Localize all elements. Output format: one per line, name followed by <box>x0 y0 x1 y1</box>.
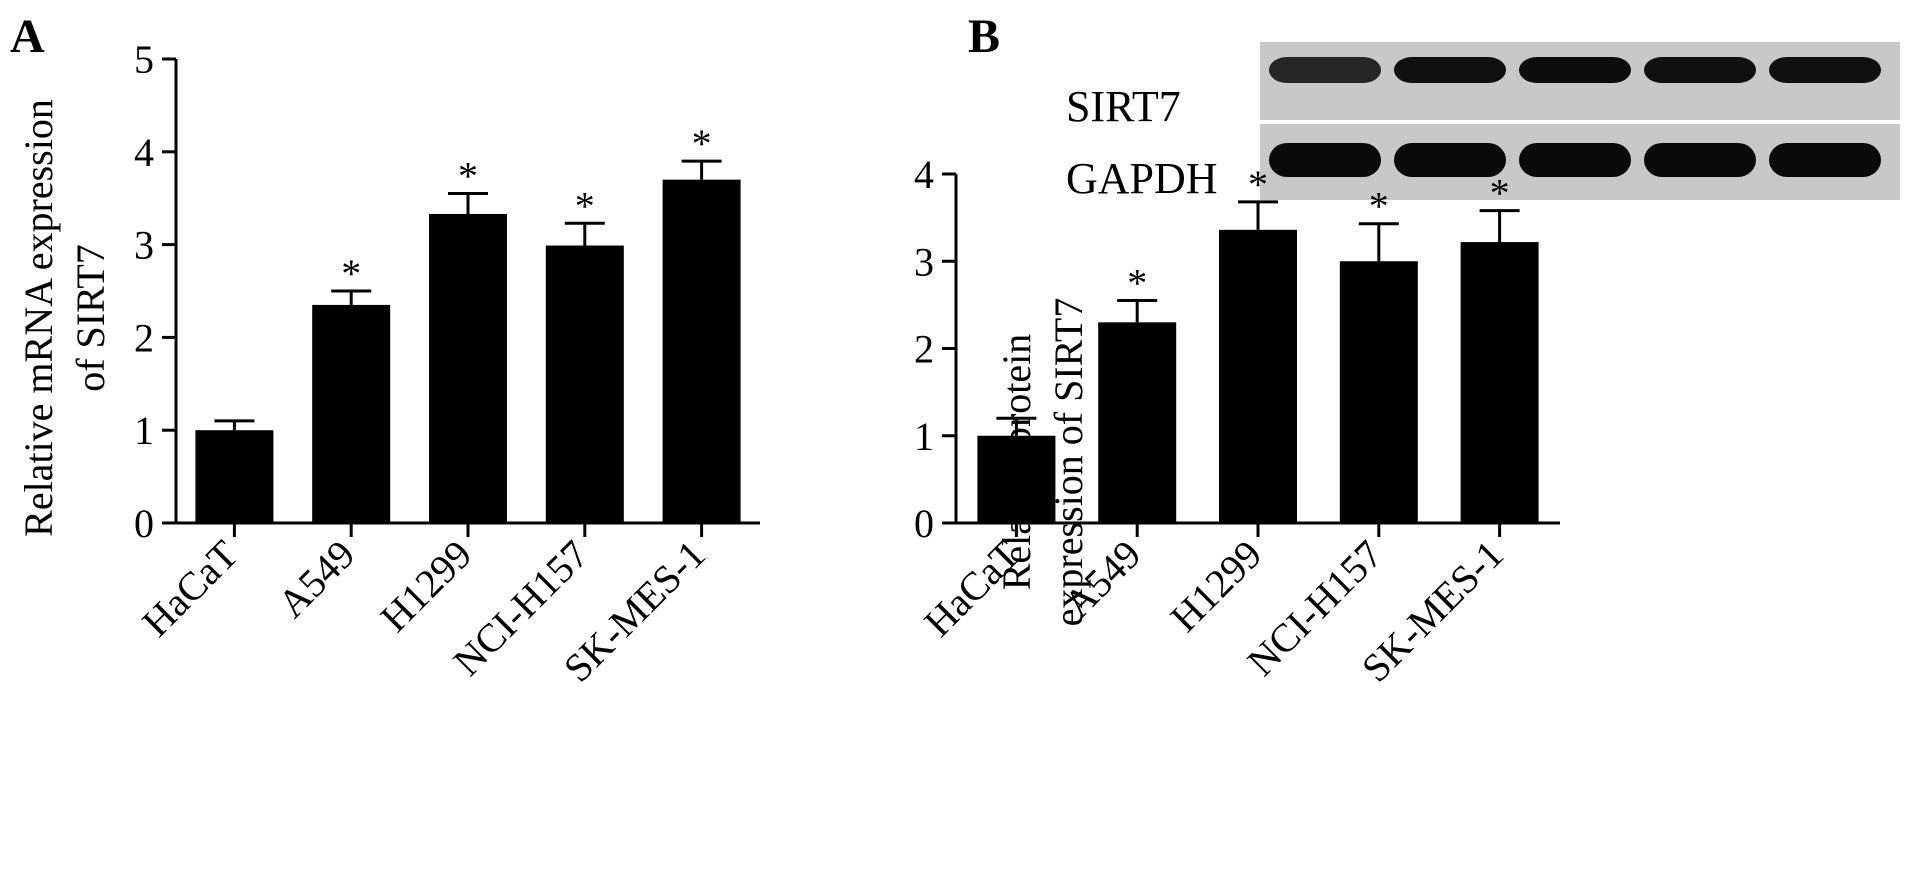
panel-a-chart: A Relative mRNA expression of SIRT7 0 1 2 3… <box>10 10 760 691</box>
panel-a-bar-nci-h157 <box>545 245 624 523</box>
blot-band-sirt7 <box>1769 57 1881 83</box>
panel-b-bar-hacat <box>977 435 1056 523</box>
panel-b-ytick-label: 3 <box>914 239 934 284</box>
panel-b-ytick-label: 1 <box>914 414 934 459</box>
panel-b-bar-h1299 <box>1219 229 1297 523</box>
panel-a-category-label: H1299 <box>372 532 481 641</box>
panel-a-letter: A <box>10 10 45 63</box>
panel-a-ytick-label: 4 <box>134 130 154 175</box>
panel-a-bar-a549 <box>312 304 391 523</box>
panel-a-ytick-label: 3 <box>134 223 154 268</box>
blot-band-gapdh <box>1269 143 1381 177</box>
panel-a-ylabel-line1: Relative mRNA expression <box>16 99 61 537</box>
blot-band-sirt7 <box>1644 57 1756 83</box>
panel-a-significance-star: * <box>341 251 361 296</box>
blot-band-sirt7 <box>1394 57 1506 83</box>
panel-b-bar-sk-mes-1 <box>1460 242 1539 523</box>
panel-b-significance-star: * <box>1127 261 1147 306</box>
panel-a-significance-star: * <box>692 121 712 166</box>
western-blot: SIRT7 GAPDH <box>1066 42 1900 203</box>
panel-b-letter: B <box>968 10 1000 63</box>
blot-band-sirt7 <box>1519 57 1631 83</box>
blot-band-gapdh <box>1769 143 1881 177</box>
panel-b-chart: B SIRT7 GAPDH Relative protein expressio… <box>914 10 1900 691</box>
panel-a-significance-star: * <box>575 183 595 228</box>
panel-a-bar-hacat <box>195 430 274 523</box>
panel-a-category-label: HaCaT <box>133 532 247 646</box>
blot-label-sirt7: SIRT7 <box>1066 82 1181 131</box>
blot-band-gapdh <box>1519 143 1631 177</box>
blot-label-gapdh: GAPDH <box>1066 154 1218 203</box>
panel-b-ytick-label: 0 <box>914 501 934 546</box>
panel-b-bar-nci-h157 <box>1339 261 1418 523</box>
panel-a-category-label: A549 <box>269 532 364 627</box>
panel-b-significance-star: * <box>1490 171 1510 216</box>
panel-a-bar-h1299 <box>429 213 507 523</box>
panel-b-category-label: H1299 <box>1162 532 1271 641</box>
panel-a-significance-star: * <box>458 154 478 199</box>
panel-b-significance-star: * <box>1248 162 1268 207</box>
panel-a-ytick-label: 5 <box>134 37 154 82</box>
panel-a-ytick-label: 2 <box>134 315 154 360</box>
panel-a-ytick-label: 0 <box>134 501 154 546</box>
blot-band-gapdh <box>1394 143 1506 177</box>
panel-b-bar-a549 <box>1098 322 1177 523</box>
panel-b-significance-star: * <box>1369 184 1389 229</box>
panel-a-bar-sk-mes-1 <box>662 179 741 523</box>
blot-band-sirt7 <box>1269 57 1381 83</box>
panel-a-ylabel-line2: of SIRT7 <box>68 244 113 392</box>
blot-bands <box>1269 57 1881 177</box>
blot-band-gapdh <box>1644 143 1756 177</box>
panel-b-ytick-label: 4 <box>914 152 934 197</box>
panel-b-ytick-label: 2 <box>914 327 934 372</box>
panel-a-ytick-label: 1 <box>134 408 154 453</box>
